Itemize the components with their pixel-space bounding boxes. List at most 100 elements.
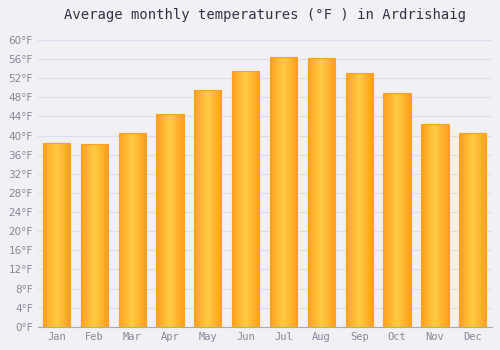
- Bar: [174, 114, 176, 327]
- Bar: [360, 74, 361, 327]
- Bar: [294, 57, 296, 327]
- Bar: [479, 133, 480, 327]
- Bar: [138, 133, 140, 327]
- Bar: [220, 90, 222, 327]
- Bar: [384, 93, 410, 327]
- Bar: [436, 124, 438, 327]
- Bar: [334, 58, 335, 327]
- Bar: [80, 144, 108, 327]
- Bar: [214, 90, 215, 327]
- Bar: [92, 144, 94, 327]
- Bar: [44, 143, 46, 327]
- Bar: [425, 124, 426, 327]
- Bar: [384, 93, 386, 327]
- Bar: [205, 90, 206, 327]
- Bar: [258, 71, 260, 327]
- Bar: [179, 114, 180, 327]
- Bar: [291, 57, 292, 327]
- Bar: [255, 71, 256, 327]
- Bar: [351, 74, 352, 327]
- Bar: [143, 133, 144, 327]
- Bar: [118, 133, 120, 327]
- Bar: [370, 74, 371, 327]
- Bar: [353, 74, 354, 327]
- Bar: [350, 74, 351, 327]
- Bar: [404, 93, 405, 327]
- Bar: [145, 133, 146, 327]
- Bar: [469, 133, 470, 327]
- Bar: [426, 124, 428, 327]
- Bar: [135, 133, 136, 327]
- Bar: [422, 124, 423, 327]
- Bar: [369, 74, 370, 327]
- Bar: [408, 93, 409, 327]
- Bar: [199, 90, 200, 327]
- Bar: [234, 71, 235, 327]
- Bar: [171, 114, 172, 327]
- Bar: [126, 133, 128, 327]
- Bar: [481, 133, 482, 327]
- Bar: [390, 93, 392, 327]
- Bar: [128, 133, 130, 327]
- Bar: [218, 90, 219, 327]
- Bar: [478, 133, 479, 327]
- Title: Average monthly temperatures (°F ) in Ardrishaig: Average monthly temperatures (°F ) in Ar…: [64, 8, 466, 22]
- Bar: [243, 71, 244, 327]
- Bar: [96, 144, 97, 327]
- Bar: [366, 74, 368, 327]
- Bar: [443, 124, 444, 327]
- Bar: [107, 144, 108, 327]
- Bar: [104, 144, 105, 327]
- Bar: [459, 133, 460, 327]
- Bar: [402, 93, 404, 327]
- Bar: [395, 93, 396, 327]
- Bar: [326, 58, 327, 327]
- Bar: [102, 144, 104, 327]
- Bar: [358, 74, 359, 327]
- Bar: [170, 114, 171, 327]
- Bar: [332, 58, 333, 327]
- Bar: [219, 90, 220, 327]
- Bar: [405, 93, 406, 327]
- Bar: [407, 93, 408, 327]
- Bar: [445, 124, 446, 327]
- Bar: [314, 58, 315, 327]
- Bar: [315, 58, 316, 327]
- Bar: [471, 133, 472, 327]
- Bar: [164, 114, 166, 327]
- Bar: [284, 57, 286, 327]
- Bar: [446, 124, 448, 327]
- Bar: [470, 133, 471, 327]
- Bar: [352, 74, 353, 327]
- Bar: [386, 93, 387, 327]
- Bar: [125, 133, 126, 327]
- Bar: [244, 71, 245, 327]
- Bar: [274, 57, 276, 327]
- Bar: [432, 124, 433, 327]
- Bar: [472, 133, 474, 327]
- Bar: [289, 57, 290, 327]
- Bar: [64, 143, 66, 327]
- Bar: [270, 57, 271, 327]
- Bar: [442, 124, 443, 327]
- Bar: [324, 58, 325, 327]
- Bar: [168, 114, 169, 327]
- Bar: [118, 133, 146, 327]
- Bar: [51, 143, 52, 327]
- Bar: [89, 144, 90, 327]
- Bar: [276, 57, 277, 327]
- Bar: [322, 58, 323, 327]
- Bar: [132, 133, 133, 327]
- Bar: [66, 143, 68, 327]
- Bar: [156, 114, 158, 327]
- Bar: [123, 133, 124, 327]
- Bar: [217, 90, 218, 327]
- Bar: [296, 57, 297, 327]
- Bar: [63, 143, 64, 327]
- Bar: [368, 74, 369, 327]
- Bar: [50, 143, 51, 327]
- Bar: [133, 133, 134, 327]
- Bar: [159, 114, 160, 327]
- Bar: [136, 133, 138, 327]
- Bar: [409, 93, 410, 327]
